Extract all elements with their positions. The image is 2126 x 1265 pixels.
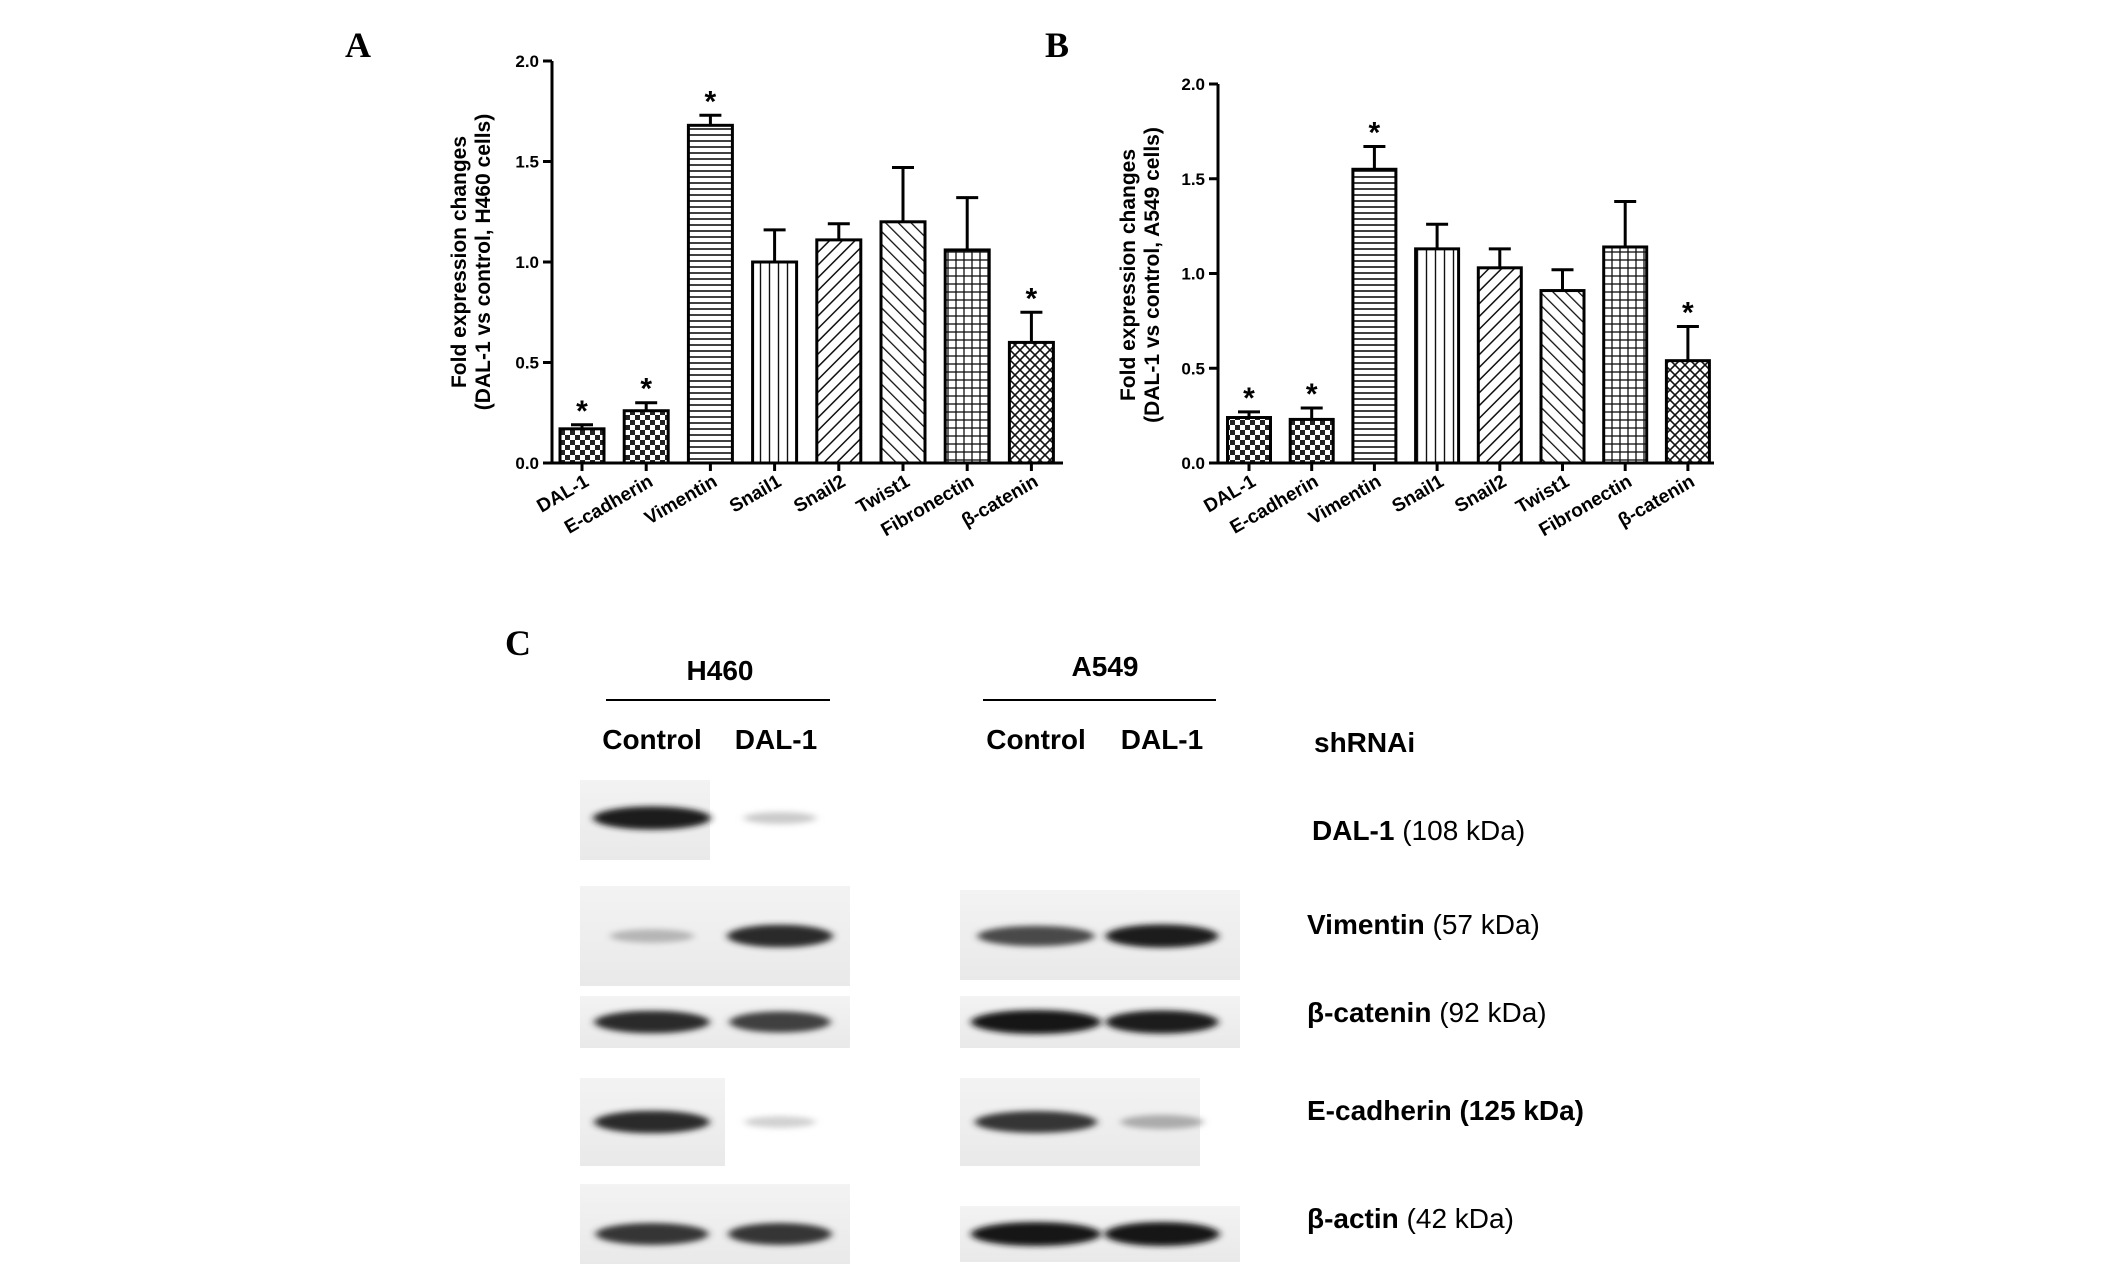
blot-row-label-beta-actin: β-actin (42 kDa) [1307,1203,1514,1234]
blot-lane-h460-dal1: DAL-1 [735,724,817,755]
chart-b-bars [1226,167,1711,465]
y-tick-label: 0.5 [1181,359,1205,378]
bar-snail1 [1414,247,1461,465]
chart-a-significance: * * * * [576,85,1037,428]
blot-column-header: shRNAi [1314,727,1415,758]
blot-band [977,925,1095,947]
chart-a-error-bars [571,113,1043,429]
bar-twist1 [1539,289,1586,465]
blot-lane-a549-dal1: DAL-1 [1121,724,1203,755]
x-tick-label-snail1: Snail1 [726,471,785,517]
panel-letter-b: B [1045,25,1069,65]
blot-row-beta-catenin [580,996,1240,1048]
chart-a-ylabel-line2: (DAL-1 vs control, H460 cells) [472,114,495,410]
blot-row-label-dal1: DAL-1 (108 kDa) [1312,815,1525,846]
y-tick-label: 0.5 [515,354,539,373]
blot-membrane [580,1184,850,1264]
blot-row-label-vimentin: Vimentin (57 kDa) [1307,909,1540,940]
chart-b-significance: * * * * [1243,117,1694,415]
y-tick-label: 1.0 [515,253,539,272]
bar-dal-1 [558,427,606,465]
blot-band [744,1116,816,1128]
blot-band [1120,1114,1204,1130]
bar-fibronectin [1602,245,1649,465]
significance-star-dal-1: * [576,395,588,428]
blot-band [595,1223,709,1245]
y-tick-label: 1.5 [515,153,539,172]
significance-star-beta-catenin: * [1682,297,1694,330]
bar-snail1 [751,260,799,465]
blot-row-vimentin [580,886,1240,986]
blot-row-e-cadherin [580,1078,1204,1166]
blot-row-beta-actin [580,1184,1240,1264]
blot-band [743,811,817,825]
chart-a-bars [558,123,1055,465]
blot-band [727,924,833,948]
bar-e-cadherin [1288,417,1335,465]
blot-band [971,1010,1101,1034]
y-tick-label: 2.0 [1181,75,1205,94]
blot-band [974,1111,1098,1133]
significance-star-beta-catenin: * [1026,282,1038,315]
significance-star-vimentin: * [705,85,717,118]
blot-band [610,929,694,943]
significance-star-e-cadherin: * [640,373,652,406]
chart-b-error-bars [1238,145,1699,420]
bar-e-cadherin [622,409,670,465]
blot-band [593,806,711,830]
blot-band [594,1010,710,1034]
x-tick-label-snail1: Snail1 [1389,471,1448,517]
x-tick-label-vimentin: Vimentin [1305,471,1385,529]
chart-a: Fold expression changes (DAL-1 vs contro… [448,52,1063,541]
blot-lane-h460-control: Control [602,724,702,755]
blot-band [1104,1222,1220,1246]
chart-b-y-ticks: 0.0 0.5 1.0 1.5 2.0 [1181,75,1218,473]
blot-lane-a549-control: Control [986,724,1086,755]
blot-band [728,1223,832,1245]
chart-b-ylabel-line2: (DAL-1 vs control, A549 cells) [1141,127,1164,423]
blot-band [1105,924,1219,948]
blot-row-dal-1 [580,780,817,860]
x-tick-label-snail2: Snail2 [790,471,849,517]
significance-star-e-cadherin: * [1306,378,1318,411]
chart-a-y-ticks: 0.0 0.5 1.0 1.5 2.0 [515,52,552,473]
y-tick-label: 1.5 [1181,170,1205,189]
panel-letter-a: A [345,25,371,65]
panel-letter-c: C [505,623,531,663]
chart-b-ylabel-line1: Fold expression changes [1117,149,1140,401]
x-tick-label-vimentin: Vimentin [641,471,721,529]
x-tick-label-snail2: Snail2 [1451,471,1510,517]
blot-band [729,1011,831,1033]
blot-group-a549: A549 [1072,651,1139,682]
bar-dal-1 [1226,416,1272,465]
y-tick-label: 2.0 [515,52,539,71]
bar-beta-catenin [1007,340,1055,465]
blot-group-h460: H460 [687,655,754,686]
blot-band [594,1110,710,1134]
bar-vimentin [686,123,734,465]
y-tick-label: 0.0 [1181,454,1205,473]
western-blot: H460 A549 Control DAL-1 Control DAL-1 sh… [580,651,1584,1264]
y-tick-label: 0.0 [515,454,539,473]
blot-band [971,1222,1101,1246]
bar-beta-catenin [1664,359,1711,465]
bar-vimentin [1351,167,1398,465]
chart-a-ylabel-line1: Fold expression changes [448,136,471,388]
y-tick-label: 1.0 [1181,265,1205,284]
blot-row-label-beta-catenin: β-catenin (92 kDa) [1307,997,1547,1028]
blot-row-label-e-cadherin: E-cadherin (125 kDa) [1307,1095,1584,1126]
chart-b: Fold expression changes (DAL-1 vs contro… [1117,75,1714,541]
bar-snail2 [815,238,863,465]
bar-fibronectin [943,248,991,465]
bar-snail2 [1476,266,1523,465]
significance-star-vimentin: * [1369,117,1381,150]
blot-rows [580,780,1240,1264]
blot-band [1105,1010,1219,1034]
significance-star-dal-1: * [1243,382,1255,415]
bar-twist1 [879,220,927,465]
